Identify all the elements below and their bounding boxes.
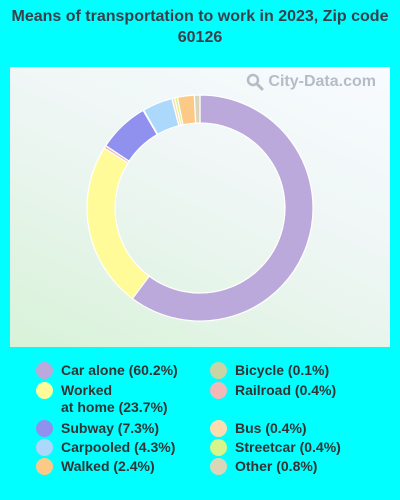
legend-item-3: Railroad (0.4%) xyxy=(210,382,336,399)
legend-label: Subway (7.3%) xyxy=(61,420,160,436)
legend-item-9: Other (0.8%) xyxy=(210,458,317,475)
legend-label: Carpooled (4.3%) xyxy=(61,439,176,455)
legend-label: Bicycle (0.1%) xyxy=(235,362,330,378)
legend-swatch xyxy=(210,439,227,456)
legend-label: Other (0.8%) xyxy=(235,458,318,474)
slice-0 xyxy=(131,94,314,322)
watermark: City-Data.com xyxy=(246,73,376,91)
plot-area: City-Data.com xyxy=(10,67,390,347)
legend-label: Car alone (60.2%) xyxy=(61,362,178,378)
legend-item-2: Worked at home (23.7%) xyxy=(36,382,168,416)
donut-chart xyxy=(86,94,314,322)
legend-label: Railroad (0.4%) xyxy=(235,382,337,398)
legend-label: Bus (0.4%) xyxy=(235,420,307,436)
legend-label: Streetcar (0.4%) xyxy=(235,439,341,455)
legend-item-0: Car alone (60.2%) xyxy=(36,362,178,379)
legend-item-1: Bicycle (0.1%) xyxy=(210,362,329,379)
legend-swatch xyxy=(36,458,53,475)
slice-9 xyxy=(193,94,201,124)
legend-label: Walked (2.4%) xyxy=(61,458,155,474)
legend-item-7: Streetcar (0.4%) xyxy=(210,439,341,456)
legend-item-5: Bus (0.4%) xyxy=(210,420,307,437)
slice-2 xyxy=(86,147,151,300)
watermark-text: City-Data.com xyxy=(268,73,376,90)
legend-label: Worked at home (23.7%) xyxy=(61,382,168,415)
legend: Car alone (60.2%) Bicycle (0.1%) Worked at… xyxy=(0,362,400,492)
legend-swatch xyxy=(36,439,53,456)
legend-swatch xyxy=(210,420,227,437)
legend-swatch xyxy=(210,362,227,379)
legend-item-8: Walked (2.4%) xyxy=(36,458,155,475)
legend-item-4: Subway (7.3%) xyxy=(36,420,159,437)
legend-swatch xyxy=(210,382,227,399)
chart-title: Means of transportation to work in 2023,… xyxy=(11,8,389,46)
legend-swatch xyxy=(36,362,53,379)
magnifier-icon xyxy=(247,73,264,91)
legend-swatch xyxy=(210,458,227,475)
legend-item-6: Carpooled (4.3%) xyxy=(36,439,175,456)
legend-swatch xyxy=(36,420,53,437)
legend-swatch xyxy=(36,382,53,399)
